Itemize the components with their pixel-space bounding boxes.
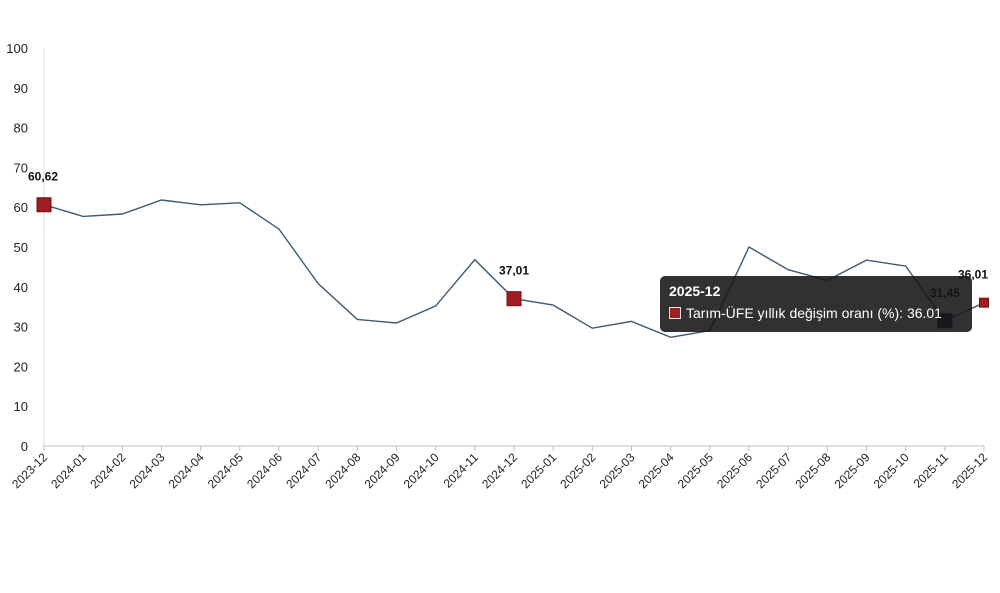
x-tick-label: 2024-02 [87,450,128,491]
x-tick-label: 2025-10 [871,450,912,491]
x-tick-label: 2024-07 [283,450,324,491]
tooltip-value: 36.01 [906,305,942,321]
x-tick-label: 2025-06 [714,450,755,491]
y-axis: 0 10 20 30 40 50 60 70 80 90 100 [6,41,45,454]
tooltip-row: Tarım-ÜFE yıllık değişim oranı (%) : 36.… [669,305,963,321]
x-tick-label: 2025-01 [518,450,559,491]
x-tick-label: 2024-01 [48,450,89,491]
y-tick-label: 30 [14,320,28,335]
x-tick-label: 2024-09 [362,450,403,491]
x-axis: 2023-122024-012024-022024-032024-042024-… [9,445,990,491]
y-tick-label: 40 [14,280,28,295]
y-tick-label: 70 [14,160,28,175]
tooltip-title: 2025-12 [669,283,721,299]
y-tick-label: 90 [14,81,28,96]
y-tick-label: 50 [14,240,28,255]
tooltip-series-label: Tarım-ÜFE yıllık değişim oranı (%) [686,305,900,321]
y-tick-label: 20 [14,359,28,374]
data-point-marker [506,291,522,307]
tooltip-series-swatch [669,307,681,319]
x-tick-label: 2025-03 [597,450,638,491]
y-tick-label: 0 [21,439,28,454]
data-label: 37,01 [499,264,529,278]
data-point-marker [36,197,52,213]
x-tick-label: 2024-12 [479,450,520,491]
x-tick-label: 2024-11 [441,450,482,491]
x-tick-label: 2025-12 [949,450,990,491]
x-tick-label: 2025-05 [675,450,716,491]
x-tick-label: 2024-04 [166,450,207,491]
y-tick-label: 80 [14,121,28,136]
data-label: 60,62 [28,170,58,184]
x-tick-label: 2024-06 [244,450,285,491]
tooltip: 2025-12 Tarım-ÜFE yıllık değişim oranı (… [660,276,972,332]
x-tick-label: 2025-02 [557,450,598,491]
tooltip-separator: : [899,305,907,321]
x-tick-label: 2025-08 [792,450,833,491]
x-tick-label: 2024-03 [127,450,168,491]
x-tick-label: 2024-08 [322,450,363,491]
x-tick-label: 2025-04 [636,450,677,491]
y-tick-label: 100 [6,41,28,56]
x-tick-label: 2024-05 [205,450,246,491]
data-point-marker [979,297,989,308]
y-tick-label: 60 [14,200,28,215]
x-tick-label: 2025-07 [753,450,794,491]
x-tick-label: 2025-11 [911,450,952,491]
y-tick-label: 10 [14,399,28,414]
x-tick-label: 2023-12 [9,450,50,491]
x-tick-label: 2024-10 [401,450,442,491]
x-tick-label: 2025-09 [832,450,873,491]
